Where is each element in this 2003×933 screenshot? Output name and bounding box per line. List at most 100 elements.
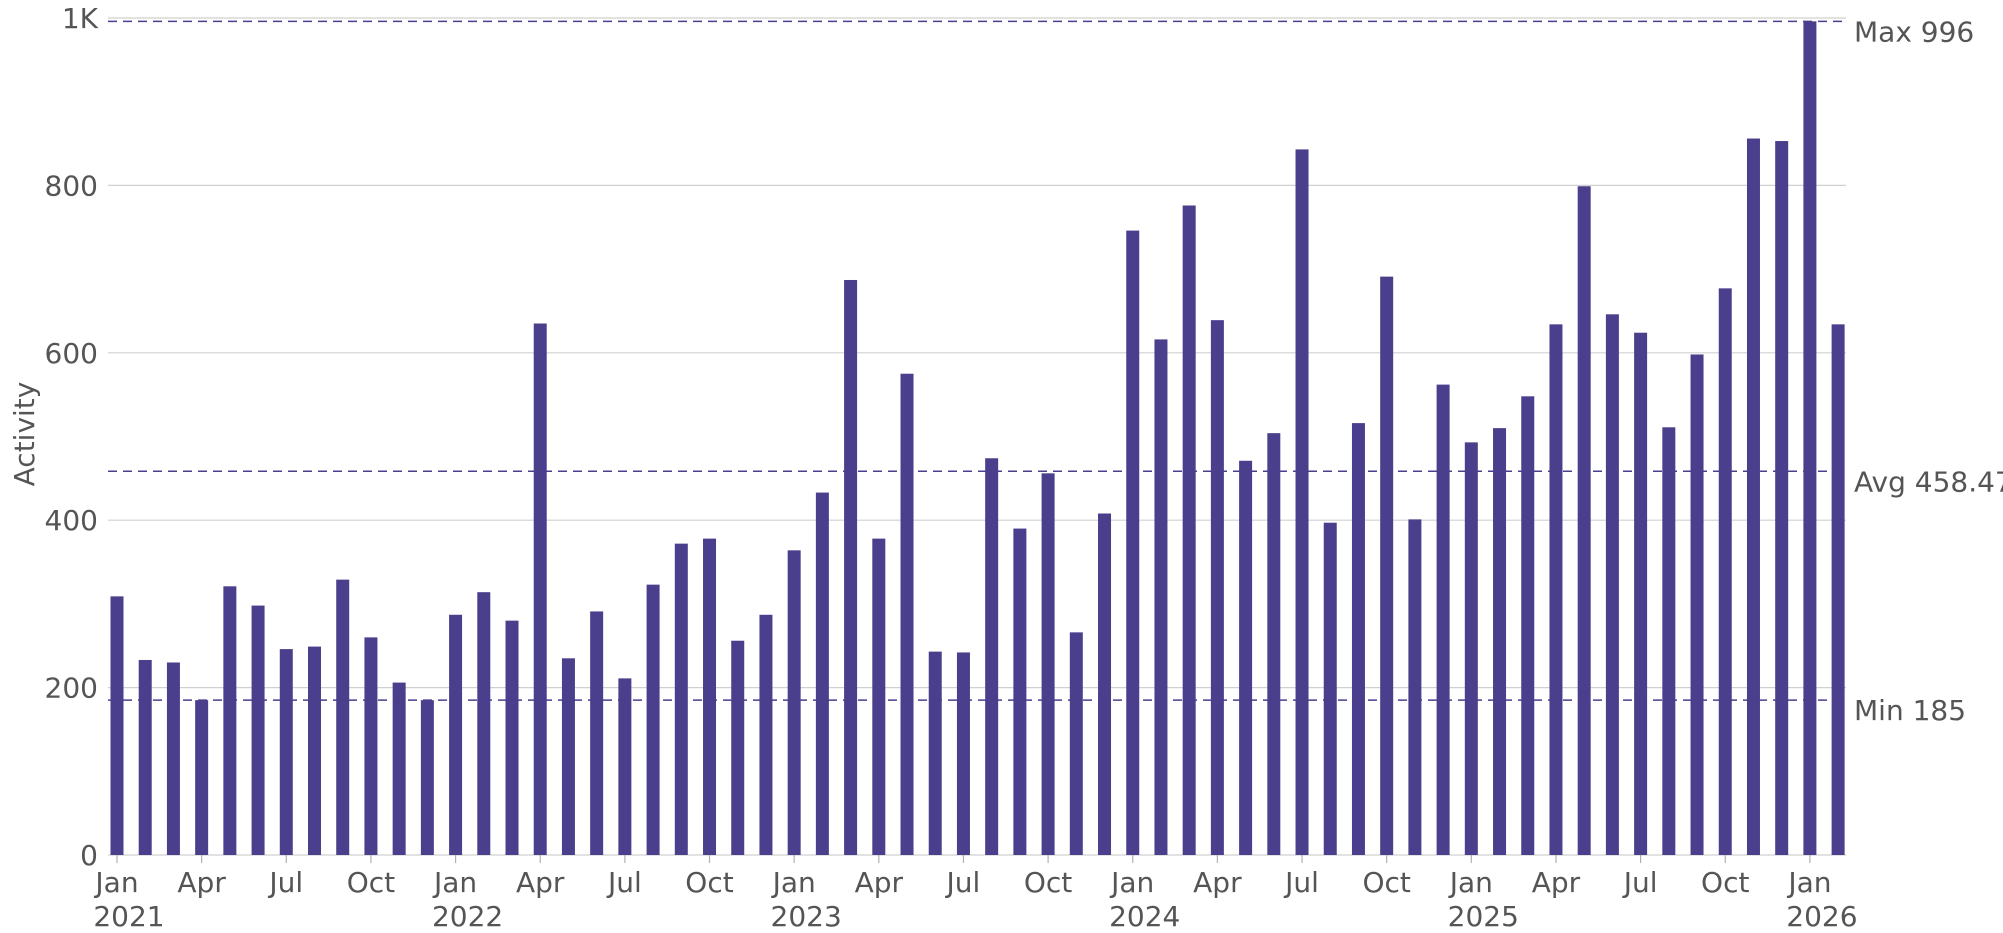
bar <box>1210 320 1224 856</box>
bar <box>1464 442 1478 855</box>
bar <box>561 658 575 855</box>
bar <box>872 538 886 855</box>
bar <box>449 614 463 855</box>
x-tick-label: Jan <box>1448 866 1493 899</box>
x-tick-label: Apr <box>855 866 904 899</box>
bar <box>646 584 660 855</box>
bar <box>928 651 942 855</box>
y-tick-label: 800 <box>45 169 98 202</box>
y-tick-label: 0 <box>80 839 98 872</box>
bar <box>844 279 858 856</box>
bar <box>1718 288 1732 855</box>
bar <box>618 678 632 855</box>
bar <box>1605 314 1619 856</box>
x-tick-year-label: 2024 <box>1109 900 1180 933</box>
bar <box>1690 354 1704 855</box>
x-tick-year-label: 2023 <box>771 900 842 933</box>
bar <box>1295 149 1309 855</box>
bar <box>1182 205 1196 855</box>
bar <box>1803 21 1817 855</box>
bar <box>223 586 237 855</box>
y-axis: 0 200 400 600 800 1K <box>45 2 99 872</box>
bar <box>1351 423 1365 855</box>
bar <box>1098 513 1112 855</box>
x-tick-label: Jan <box>93 866 138 899</box>
x-tick-label: Jul <box>945 866 981 899</box>
bar <box>336 579 350 855</box>
bar <box>1662 427 1676 855</box>
bar <box>1746 138 1760 855</box>
bar <box>1775 141 1789 855</box>
y-tick-label: 1K <box>62 2 99 35</box>
x-tick-label: Jan <box>771 866 816 899</box>
bar <box>1239 460 1253 855</box>
bar <box>1521 396 1535 855</box>
x-tick-label: Jan <box>1786 866 1831 899</box>
x-tick-year-label: 2022 <box>432 900 503 933</box>
x-tick-label: Jan <box>1109 866 1154 899</box>
reference-lines: Max 996 Avg 458.47 Min 185 <box>108 15 2003 727</box>
bar <box>759 614 773 855</box>
bar <box>1154 339 1168 856</box>
bar <box>1549 324 1563 855</box>
x-tick-year-label: 2026 <box>1786 900 1857 933</box>
y-tick-label: 200 <box>45 672 98 705</box>
bars <box>110 21 1845 856</box>
reference-label-min: Min 185 <box>1854 694 1966 727</box>
bar <box>1126 230 1140 855</box>
bar <box>787 550 801 855</box>
x-tick-year-label: 2021 <box>93 900 164 933</box>
bar <box>279 649 293 855</box>
bar <box>308 646 322 855</box>
x-tick-label: Oct <box>347 866 395 899</box>
x-tick-label: Jul <box>606 866 642 899</box>
bar <box>138 659 152 855</box>
bar <box>956 652 970 855</box>
x-tick-label: Apr <box>1532 866 1581 899</box>
x-tick-label: Oct <box>1024 866 1072 899</box>
x-tick-label: Oct <box>1701 866 1749 899</box>
bar <box>533 323 547 855</box>
x-tick-label: Jul <box>1283 866 1319 899</box>
bar <box>1069 632 1083 855</box>
bar <box>1408 519 1422 855</box>
y-tick-label: 400 <box>45 504 98 537</box>
bar <box>505 620 519 855</box>
x-tick-label: Apr <box>177 866 226 899</box>
bar <box>731 640 745 855</box>
bar <box>1323 522 1337 855</box>
bar <box>1436 384 1450 855</box>
bar <box>477 592 491 855</box>
bar <box>1267 433 1281 855</box>
y-axis-title: Activity <box>8 382 41 487</box>
x-tick-label: Apr <box>1193 866 1242 899</box>
bar <box>166 662 180 855</box>
bar <box>815 492 829 855</box>
bar <box>1831 324 1845 855</box>
x-tick-label: Apr <box>516 866 565 899</box>
bar <box>590 611 604 855</box>
bar <box>1634 332 1648 855</box>
y-tick-label: 600 <box>45 337 98 370</box>
bar <box>392 682 406 855</box>
bar <box>420 700 434 855</box>
x-tick-label: Jul <box>267 866 303 899</box>
bar <box>1577 186 1591 855</box>
bar <box>110 596 124 855</box>
bar <box>251 605 265 855</box>
bar <box>703 538 717 855</box>
bar <box>900 373 914 855</box>
reference-label-max: Max 996 <box>1854 15 1974 48</box>
x-tick-label: Jan <box>432 866 477 899</box>
bar <box>1013 528 1027 855</box>
x-tick-label: Oct <box>685 866 733 899</box>
bar <box>195 700 209 855</box>
x-tick-year-label: 2025 <box>1448 900 1519 933</box>
bar <box>364 637 378 855</box>
bar <box>674 543 688 855</box>
bar <box>1041 473 1055 855</box>
bar <box>1380 276 1394 855</box>
bar <box>1493 428 1507 855</box>
